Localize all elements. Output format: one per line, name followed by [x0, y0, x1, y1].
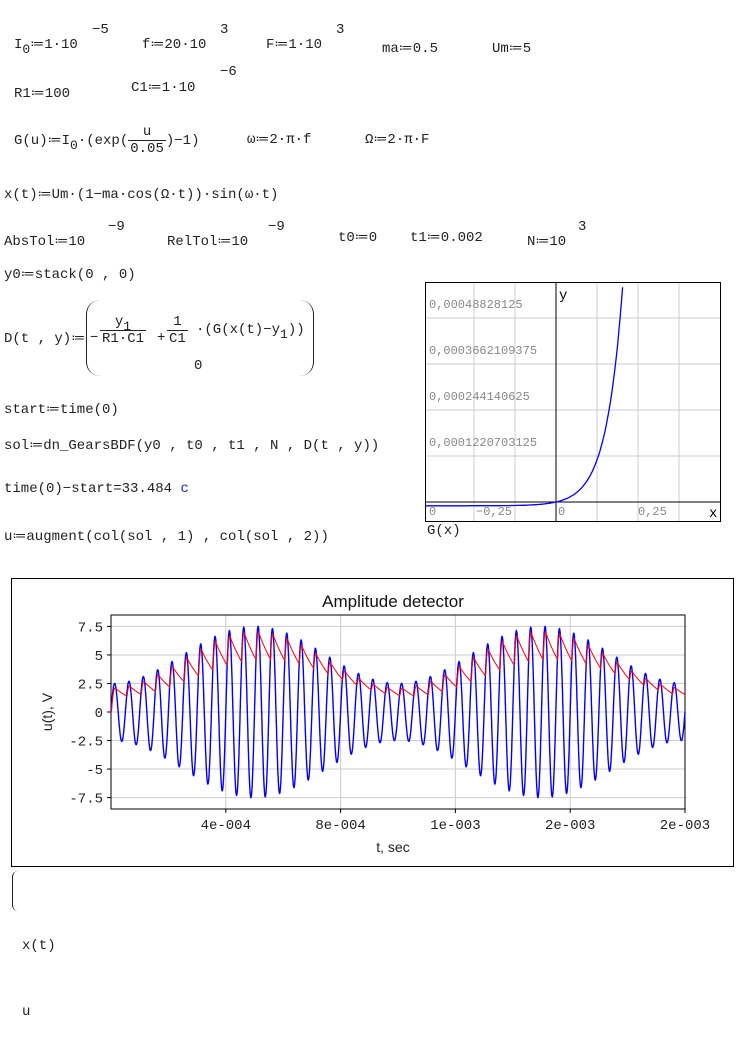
plot-legend-expressions[interactable]: x(t) u [12, 869, 56, 1045]
fraction: y1 R1·C1 [100, 314, 147, 347]
y-tick-label: 7.5 [78, 620, 103, 636]
amplitude-chart[interactable]: Amplitude detector 4e-004 8e-004 1e-003 2e-0… [11, 578, 734, 867]
subscript: 0 [22, 42, 31, 57]
def-G[interactable]: G(u)≔I0·(exp(u 0.05)−1) [14, 124, 199, 157]
vector-brackets [86, 300, 314, 376]
numerator: y1 [100, 314, 147, 334]
lhs: D(t , y)≔ [4, 331, 86, 347]
legend-item: x(t) [22, 938, 56, 954]
subscript: 0 [70, 138, 78, 154]
def-N[interactable]: N≔10 [527, 234, 567, 250]
def-C1[interactable]: C1≔1·10 [131, 80, 196, 96]
def-t1[interactable]: t1≔0.002 [410, 230, 483, 246]
numerator: 1 [167, 314, 188, 331]
unit: c [180, 481, 189, 497]
denominator: 0.05 [130, 141, 164, 157]
y-tick-label: 0 [95, 706, 103, 722]
arg: (x) [435, 523, 461, 539]
g-plot-caption: G(x) [427, 523, 461, 539]
def-D[interactable]: D(t , y)≔ − y1 R1·C1 + 1 C1 ·(G(x(t)−y1)) … [4, 300, 314, 380]
amplitude-chart-canvas: Amplitude detector 4e-004 8e-004 1e-003 2e-0… [39, 592, 710, 855]
exponent: 3 [336, 22, 345, 38]
legend-item: u [22, 1004, 31, 1020]
g-plot[interactable]: 0,0001220703125 0,000244140625 0,000366210… [424, 282, 721, 522]
minus: − [90, 330, 99, 346]
def-t0[interactable]: t0≔0 [338, 230, 378, 246]
def-ma[interactable]: ma≔0.5 [382, 41, 439, 57]
mid: ·(exp( [77, 133, 129, 150]
x-tick-label: −0,25 [476, 505, 512, 519]
series-x [110, 625, 686, 799]
x-tick-label: 2e-003 [545, 818, 595, 834]
y-tick-label: -5 [86, 763, 103, 779]
def-omega[interactable]: ω≔2·π·f [247, 132, 312, 148]
eval-elapsed[interactable]: time(0)−start=33.484 c [4, 481, 189, 497]
x-tick-label: 0 [429, 505, 436, 519]
y-tick-label: 0,0003662109375 [429, 344, 537, 358]
def-u[interactable]: u≔augment(col(sol , 1) , col(sol , 2)) [4, 529, 329, 545]
def-sol[interactable]: sol≔dn_GearsBDF(y0 , t0 , t1 , N , D(t ,… [4, 438, 380, 454]
x-tick-label: 1e-003 [430, 818, 480, 834]
y: y [114, 314, 124, 330]
exponent: −6 [220, 64, 237, 80]
x-tick-label: 0 [558, 505, 565, 519]
fraction: 1 C1 [167, 314, 188, 347]
y-tick-label: -7.5 [69, 792, 103, 808]
g-curve [424, 287, 624, 507]
lhs: G(u)≔I [14, 133, 71, 150]
subscript: 1 [123, 319, 132, 334]
expr: time(0)−start=33.484 [4, 481, 173, 497]
def-RelTol[interactable]: RelTol≔10 [167, 234, 249, 250]
series-u [110, 631, 686, 713]
close: )) [287, 322, 305, 338]
exponent: −5 [92, 22, 109, 38]
tail: )−1) [165, 133, 200, 150]
g-expr: ·(G(x(t)−y1)) [196, 322, 305, 342]
y-tick-label: -2.5 [69, 735, 103, 751]
exponent: 3 [220, 22, 229, 38]
lhs: I [14, 37, 23, 53]
g: ·(G(x(t)−y [196, 322, 281, 338]
x-tick-label: 4e-004 [201, 818, 251, 834]
x-tick-label: 0,25 [638, 505, 667, 519]
plus: + [157, 330, 166, 346]
def-R1[interactable]: R1≔100 [14, 86, 71, 102]
x-axis-label: t, sec [376, 839, 409, 855]
exponent: −9 [108, 219, 125, 235]
y-tick-label: 0,0001220703125 [429, 436, 537, 450]
def-AbsTol[interactable]: AbsTol≔10 [4, 234, 86, 250]
row2: 0 [194, 358, 203, 374]
def-I0[interactable]: I0≔1·10 [14, 36, 78, 57]
y-tick-label: 5 [95, 649, 103, 665]
x-axis-label: x [709, 506, 717, 521]
def-y0[interactable]: y0≔stack(0 , 0) [4, 267, 136, 283]
exponent: 3 [578, 219, 587, 235]
def-F[interactable]: F≔1·10 [266, 37, 323, 53]
def-Um[interactable]: Um≔5 [492, 41, 532, 57]
brace [12, 871, 19, 911]
chart-title: Amplitude detector [322, 592, 464, 611]
denominator: C1 [169, 331, 186, 347]
def-Omega[interactable]: Ω≔2·π·F [365, 132, 430, 148]
y-axis-label: u(t), V [39, 692, 55, 731]
denominator: R1·C1 [102, 331, 145, 347]
x-tick-label: 8e-004 [315, 818, 365, 834]
def-f[interactable]: f≔20·10 [142, 37, 207, 53]
y-tick-label: 0,000244140625 [429, 390, 530, 404]
x-tick-label: 2e-003 [660, 818, 710, 834]
numerator: u [128, 124, 166, 141]
y-tick-label: 2.5 [78, 677, 103, 693]
subscript: 1 [280, 327, 288, 342]
rhs: ≔1·10 [30, 37, 78, 53]
g-plot-canvas: 0,0001220703125 0,000244140625 0,000366210… [424, 283, 720, 522]
def-x[interactable]: x(t)≔Um·(1−ma·cos(Ω·t))·sin(ω·t) [4, 187, 279, 203]
def-start[interactable]: start≔time(0) [4, 402, 119, 418]
y-tick-label: 0,00048828125 [429, 298, 523, 312]
y-axis-label: y [559, 288, 567, 304]
fn: G [427, 523, 436, 539]
fraction: u 0.05 [128, 124, 166, 157]
exponent: −9 [268, 219, 285, 235]
